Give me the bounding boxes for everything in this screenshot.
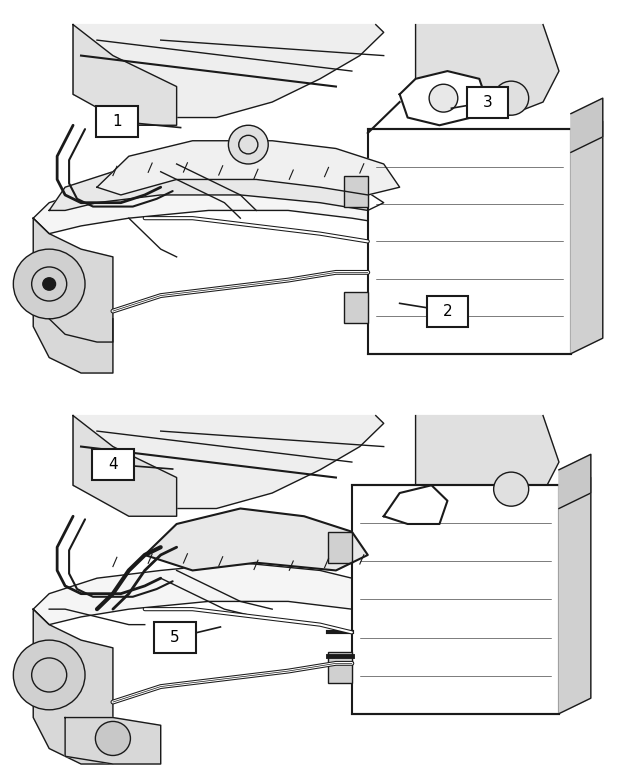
Polygon shape	[559, 455, 591, 508]
Polygon shape	[384, 486, 447, 524]
Polygon shape	[65, 717, 161, 764]
Circle shape	[493, 81, 529, 115]
Polygon shape	[49, 164, 384, 211]
Bar	[328, 531, 352, 563]
Polygon shape	[73, 25, 177, 125]
Bar	[352, 486, 559, 713]
FancyBboxPatch shape	[154, 622, 196, 653]
Bar	[328, 652, 352, 683]
Text: 1: 1	[112, 114, 122, 129]
Text: 4: 4	[108, 457, 118, 472]
Polygon shape	[145, 508, 368, 570]
Polygon shape	[415, 416, 559, 508]
Polygon shape	[73, 416, 384, 508]
Text: 5: 5	[170, 630, 180, 646]
Circle shape	[228, 125, 268, 164]
FancyBboxPatch shape	[467, 86, 508, 117]
Polygon shape	[73, 25, 384, 117]
Circle shape	[43, 278, 56, 290]
Bar	[344, 176, 368, 207]
FancyBboxPatch shape	[427, 295, 468, 326]
Bar	[368, 129, 571, 354]
Polygon shape	[33, 172, 415, 234]
Polygon shape	[97, 141, 399, 195]
Text: 2: 2	[443, 304, 452, 319]
FancyBboxPatch shape	[92, 449, 134, 480]
Polygon shape	[33, 218, 113, 373]
Circle shape	[13, 249, 85, 319]
Circle shape	[429, 84, 458, 112]
Polygon shape	[415, 25, 559, 117]
Bar	[344, 291, 368, 322]
Polygon shape	[33, 609, 113, 764]
Polygon shape	[33, 563, 415, 625]
Polygon shape	[399, 71, 487, 125]
Polygon shape	[571, 98, 603, 152]
Polygon shape	[559, 478, 591, 713]
Polygon shape	[73, 416, 177, 516]
Polygon shape	[571, 121, 603, 354]
Circle shape	[493, 472, 529, 506]
Circle shape	[95, 721, 131, 755]
FancyBboxPatch shape	[96, 106, 138, 137]
Text: 3: 3	[483, 95, 492, 110]
Circle shape	[13, 640, 85, 710]
